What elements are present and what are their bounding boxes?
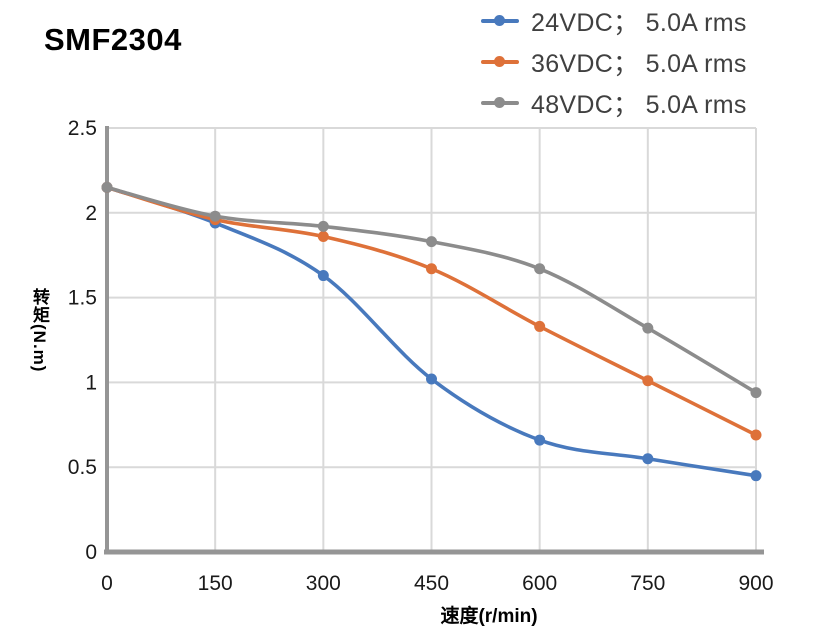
legend-label-48vdc: 48VDC； 5.0A rms [531,90,747,119]
series-marker [317,231,329,243]
series-marker [534,263,546,275]
series-marker [750,429,762,441]
x-tick-label: 150 [198,572,233,595]
y-tick-label: 1 [85,371,97,394]
series-marker [426,373,437,385]
series-marker [426,263,437,275]
legend-marker-48vdc-icon [481,97,519,109]
y-tick-label: 2.5 [68,117,97,140]
legend-label-36vdc: 36VDC； 5.0A rms [531,49,747,78]
y-tick-label: 1.5 [68,287,97,310]
series-marker [317,220,329,232]
legend-item-36vdc: 36VDC； 5.0A rms [481,41,747,82]
series-marker [426,236,437,248]
series-marker [642,322,654,334]
y-tick-label: 2 [85,202,97,225]
series-marker [101,181,113,193]
gridlines [107,127,757,552]
series-marker [750,470,762,482]
series-3 [101,181,762,399]
x-tick-label: 450 [414,572,449,595]
x-tick-labels: 0 150 300 450 600 750 900 [101,572,773,595]
legend-label-24vdc: 24VDC； 5.0A rms [531,8,747,37]
series-marker [750,387,762,399]
series-marker [534,320,546,332]
legend-marker-24vdc-icon [481,15,519,27]
x-tick-label: 750 [630,572,665,595]
y-tick-label: 0.5 [68,456,97,479]
series-marker [209,210,221,222]
y-tick-labels: 0 0.5 1 1.5 2 2.5 [68,117,97,564]
series-marker [642,375,654,387]
legend-item-24vdc: 24VDC； 5.0A rms [481,0,747,41]
legend-marker-36vdc-icon [481,56,519,68]
legend: 24VDC； 5.0A rms 36VDC； 5.0A rms 48VDC； 5… [481,0,747,123]
x-axis-title: 速度(r/min) [440,606,538,627]
page-title: SMF2304 [44,22,182,57]
series-marker [642,453,654,465]
x-tick-label: 900 [738,572,773,595]
x-tick-label: 600 [522,572,557,595]
axes [104,126,764,555]
y-tick-label: 0 [85,541,97,564]
x-tick-label: 300 [306,572,341,595]
y-axis-title: 转矩(N.m) [30,288,49,373]
series-marker [534,434,546,446]
x-tick-label: 0 [101,572,113,595]
legend-item-48vdc: 48VDC； 5.0A rms [481,82,747,123]
series-marker [317,270,329,282]
